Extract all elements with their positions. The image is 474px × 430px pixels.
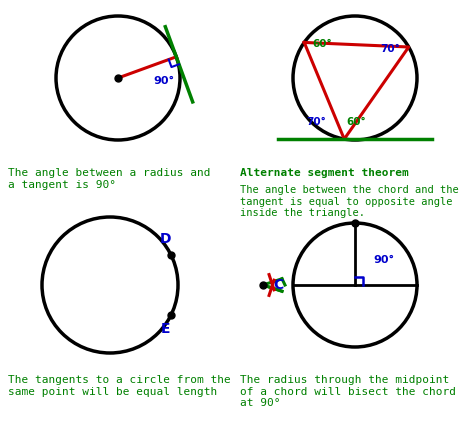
Text: Alternate segment theorem: Alternate segment theorem (240, 168, 409, 178)
Text: C: C (273, 278, 283, 292)
Text: D: D (160, 232, 172, 246)
Text: 90°: 90° (373, 255, 394, 265)
Text: The angle between the chord and the
tangent is equal to opposite angle
inside th: The angle between the chord and the tang… (240, 185, 459, 218)
Text: 70°: 70° (306, 117, 326, 127)
Text: The angle between a radius and
a tangent is 90°: The angle between a radius and a tangent… (8, 168, 210, 190)
Text: The radius through the midpoint
of a chord will bisect the chord
at 90°: The radius through the midpoint of a cho… (240, 375, 456, 408)
Text: 60°: 60° (312, 40, 332, 49)
Text: 70°: 70° (381, 44, 401, 54)
Text: 90°: 90° (153, 76, 174, 86)
Text: 60°: 60° (346, 117, 366, 127)
Text: The tangents to a circle from the
same point will be equal length: The tangents to a circle from the same p… (8, 375, 231, 396)
Text: E: E (161, 322, 171, 336)
